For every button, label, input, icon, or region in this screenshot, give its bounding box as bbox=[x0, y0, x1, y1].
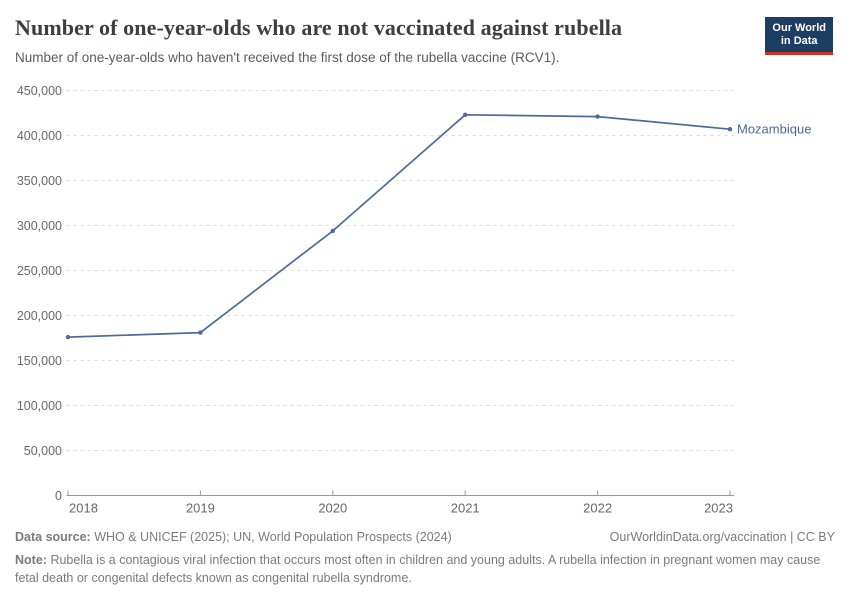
x-axis-label: 2022 bbox=[583, 501, 612, 516]
source-row: Data source: WHO & UNICEF (2025); UN, Wo… bbox=[15, 529, 835, 545]
data-point[interactable] bbox=[65, 334, 71, 340]
chart-footer: Data source: WHO & UNICEF (2025); UN, Wo… bbox=[15, 529, 835, 587]
data-point[interactable] bbox=[463, 112, 468, 118]
data-source-label: Data source: bbox=[15, 530, 91, 544]
x-axis-label: 2021 bbox=[451, 501, 480, 516]
x-axis-label: 2019 bbox=[186, 501, 215, 516]
license-link[interactable]: OurWorldinData.org/vaccination | CC BY bbox=[609, 530, 835, 544]
owid-logo-line1: Our World bbox=[772, 22, 826, 34]
y-axis-label: 0 bbox=[55, 489, 62, 503]
y-axis-label: 50,000 bbox=[24, 444, 62, 458]
y-axis-label: 400,000 bbox=[17, 129, 62, 143]
x-axis-label: 2020 bbox=[318, 501, 347, 516]
y-axis-label: 200,000 bbox=[17, 309, 62, 323]
y-axis-label: 250,000 bbox=[17, 264, 62, 278]
x-axis-label: 2018 bbox=[69, 501, 98, 516]
series-line[interactable] bbox=[67, 113, 731, 338]
data-point[interactable] bbox=[727, 127, 733, 132]
chart-subtitle: Number of one-year-olds who haven't rece… bbox=[15, 50, 560, 65]
note-text: Rubella is a contagious viral infection … bbox=[15, 553, 821, 585]
chart-note: Note: Rubella is a contagious viral infe… bbox=[15, 551, 833, 587]
data-source-text: WHO & UNICEF (2025); UN, World Populatio… bbox=[94, 530, 452, 544]
note-label: Note: bbox=[15, 553, 47, 567]
series-label[interactable]: Mozambique bbox=[737, 122, 811, 137]
chart-header: Number of one-year-olds who are not vacc… bbox=[15, 14, 838, 66]
owid-logo: Our World in Data bbox=[765, 17, 833, 55]
data-point[interactable] bbox=[595, 114, 600, 119]
y-axis-label: 300,000 bbox=[17, 219, 62, 233]
page-title: Number of one-year-olds who are not vacc… bbox=[15, 15, 623, 40]
data-point[interactable] bbox=[198, 330, 203, 335]
x-axis-label: 2023 bbox=[704, 501, 733, 516]
data-point[interactable] bbox=[330, 228, 335, 234]
owid-logo-line2: in Data bbox=[780, 35, 818, 47]
y-axis-label: 450,000 bbox=[17, 84, 62, 98]
y-axis-label: 100,000 bbox=[17, 399, 62, 413]
y-axis-label: 350,000 bbox=[17, 174, 62, 188]
data-source: Data source: WHO & UNICEF (2025); UN, Wo… bbox=[15, 529, 452, 545]
y-axis-label: 150,000 bbox=[17, 354, 62, 368]
